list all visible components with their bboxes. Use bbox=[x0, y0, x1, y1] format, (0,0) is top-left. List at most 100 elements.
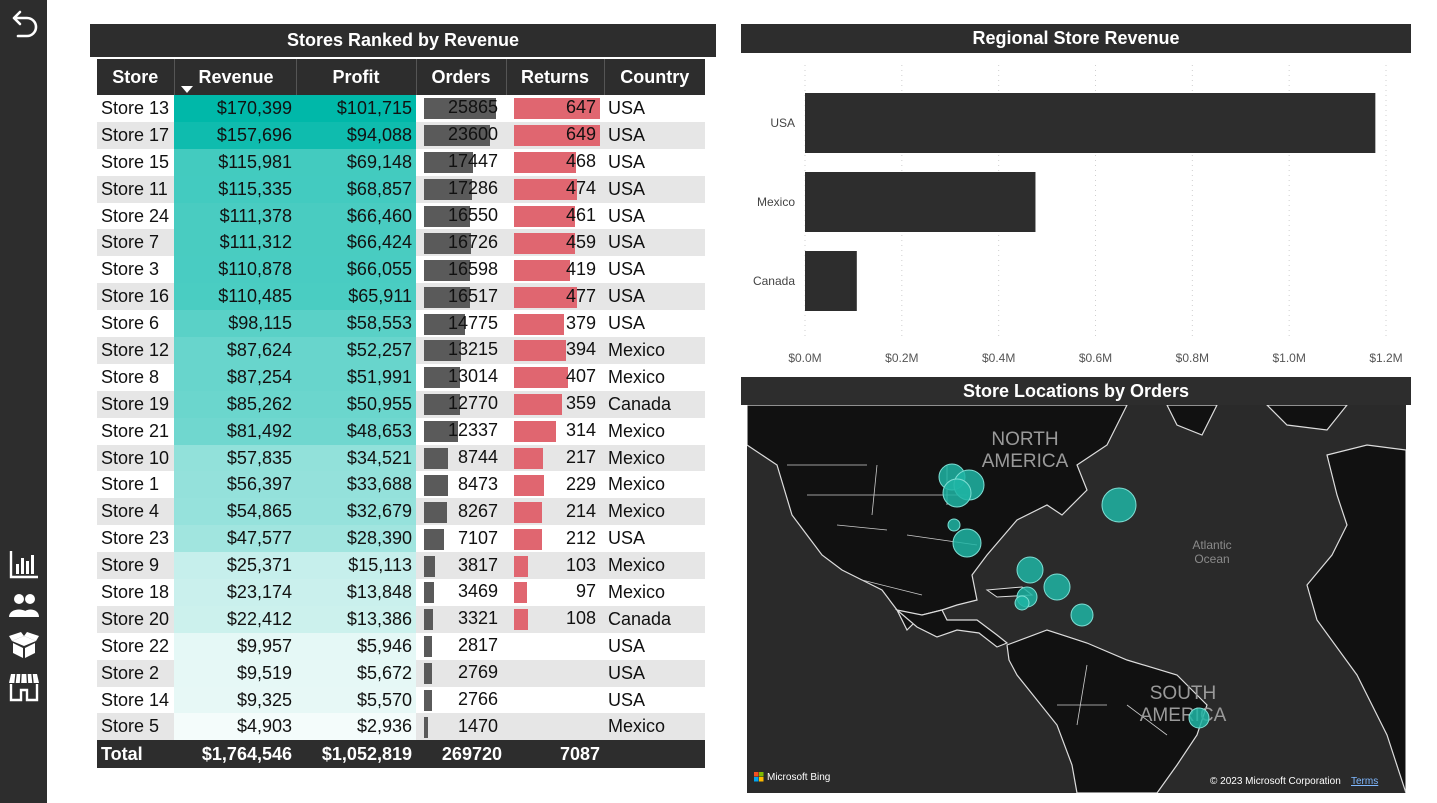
store-bubble[interactable] bbox=[1014, 595, 1030, 611]
box-icon[interactable] bbox=[6, 627, 42, 663]
table-row[interactable]: Store 16 $110,485 $65,911 16517 477 USA bbox=[97, 283, 705, 311]
total-profit: $1,052,819 bbox=[296, 740, 416, 769]
category-label: USA bbox=[770, 116, 795, 130]
table-row[interactable]: Store 19 $85,262 $50,955 12770 359 Canada bbox=[97, 390, 705, 418]
returns-cell: 217 bbox=[506, 444, 604, 472]
users-icon[interactable] bbox=[6, 587, 42, 623]
table-row[interactable]: Store 10 $57,835 $34,521 8744 217 Mexico bbox=[97, 444, 705, 472]
orders-value: 16550 bbox=[447, 205, 498, 225]
table-row[interactable]: Store 15 $115,981 $69,148 17447 468 USA bbox=[97, 148, 705, 176]
table-row[interactable]: Store 21 $81,492 $48,653 12337 314 Mexico bbox=[97, 417, 705, 445]
returns-value: 419 bbox=[565, 258, 596, 279]
returns-bar bbox=[514, 313, 565, 335]
table-row[interactable]: Store 13 $170,399 $101,715 25865 647 USA bbox=[97, 95, 705, 122]
returns-cell: 359 bbox=[506, 390, 604, 418]
returns-bar bbox=[514, 501, 543, 523]
store-bubble[interactable] bbox=[942, 478, 972, 508]
map-copyright: © 2023 Microsoft Corporation bbox=[1210, 776, 1341, 787]
revenue-cell: $81,492 bbox=[174, 417, 296, 445]
revenue-cell: $115,981 bbox=[174, 148, 296, 176]
orders-cell: 7107 bbox=[416, 525, 506, 553]
table-row[interactable]: Store 24 $111,378 $66,460 16550 461 USA bbox=[97, 202, 705, 230]
x-tick-label: $0.0M bbox=[788, 351, 821, 365]
country-cell: Canada bbox=[604, 390, 705, 418]
header-store[interactable]: Store bbox=[97, 59, 175, 95]
header-profit[interactable]: Profit bbox=[296, 59, 417, 95]
back-arrow-icon[interactable] bbox=[6, 6, 42, 42]
country-cell: USA bbox=[604, 175, 705, 203]
table-row[interactable]: Store 22 $9,957 $5,946 2817 USA bbox=[97, 632, 705, 660]
chart-title: Regional Store Revenue bbox=[741, 24, 1411, 53]
store-bubble[interactable] bbox=[1016, 556, 1044, 584]
store-bubble[interactable] bbox=[1188, 707, 1210, 729]
store-locations-map[interactable]: NORTH AMERICA SOUTH AMERICA Atlantic Oce… bbox=[747, 405, 1406, 793]
profit-cell: $68,857 bbox=[296, 175, 416, 203]
orders-value: 3321 bbox=[457, 608, 498, 629]
returns-cell: 477 bbox=[506, 283, 604, 311]
orders-cell: 16726 bbox=[416, 229, 506, 257]
orders-bar bbox=[424, 690, 432, 712]
table-row[interactable]: Store 7 $111,312 $66,424 16726 459 USA bbox=[97, 229, 705, 257]
bar-mexico[interactable] bbox=[805, 172, 1036, 232]
orders-cell: 13014 bbox=[416, 363, 506, 391]
store-bubble[interactable] bbox=[1070, 603, 1094, 627]
orders-value: 8744 bbox=[457, 447, 498, 468]
orders-bar bbox=[424, 609, 434, 631]
orders-bar bbox=[424, 313, 466, 335]
revenue-cell: $87,254 bbox=[174, 363, 296, 391]
store-cell: Store 19 bbox=[97, 390, 174, 418]
returns-value: 394 bbox=[565, 339, 596, 360]
table-row[interactable]: Store 3 $110,878 $66,055 16598 419 USA bbox=[97, 256, 705, 284]
orders-cell: 8473 bbox=[416, 471, 506, 499]
table-row[interactable]: Store 2 $9,519 $5,672 2769 USA bbox=[97, 659, 705, 687]
table-row[interactable]: Store 18 $23,174 $13,848 3469 97 Mexico bbox=[97, 579, 705, 606]
store-cell: Store 1 bbox=[97, 471, 174, 499]
store-bubble[interactable] bbox=[1101, 487, 1137, 523]
returns-cell bbox=[506, 632, 604, 660]
orders-value: 13215 bbox=[447, 339, 498, 360]
revenue-cell: $56,397 bbox=[174, 471, 296, 499]
table-row[interactable]: Store 9 $25,371 $15,113 3817 103 Mexico bbox=[97, 552, 705, 580]
table-row[interactable]: Store 14 $9,325 $5,570 2766 USA bbox=[97, 686, 705, 714]
orders-cell: 3321 bbox=[416, 605, 506, 633]
returns-cell: 379 bbox=[506, 310, 604, 338]
store-cell: Store 12 bbox=[97, 337, 174, 364]
bar-usa[interactable] bbox=[805, 93, 1376, 153]
store-cell: Store 4 bbox=[97, 498, 174, 526]
orders-cell: 25865 bbox=[416, 95, 506, 122]
country-cell: Mexico bbox=[604, 579, 705, 606]
profit-cell: $94,088 bbox=[296, 121, 416, 149]
header-country[interactable]: Country bbox=[604, 59, 705, 95]
table-row[interactable]: Store 6 $98,115 $58,553 14775 379 USA bbox=[97, 310, 705, 338]
header-returns[interactable]: Returns bbox=[506, 59, 605, 95]
store-cell: Store 21 bbox=[97, 417, 174, 445]
orders-bar bbox=[424, 421, 459, 443]
orders-cell: 17447 bbox=[416, 148, 506, 176]
store-bubble[interactable] bbox=[947, 518, 961, 532]
table-row[interactable]: Store 11 $115,335 $68,857 17286 474 USA bbox=[97, 175, 705, 203]
table-row[interactable]: Store 20 $22,412 $13,386 3321 108 Canada bbox=[97, 605, 705, 633]
revenue-cell: $85,262 bbox=[174, 390, 296, 418]
orders-bar bbox=[424, 474, 448, 496]
category-label: Mexico bbox=[757, 195, 795, 209]
header-orders[interactable]: Orders bbox=[416, 59, 507, 95]
atlantic-label-2: Ocean bbox=[1194, 552, 1229, 566]
x-tick-label: $0.8M bbox=[1176, 351, 1209, 365]
table-row[interactable]: Store 4 $54,865 $32,679 8267 214 Mexico bbox=[97, 498, 705, 526]
country-cell: Mexico bbox=[604, 498, 705, 526]
table-row[interactable]: Store 12 $87,624 $52,257 13215 394 Mexico bbox=[97, 337, 705, 364]
store-icon[interactable] bbox=[6, 668, 42, 704]
table-row[interactable]: Store 5 $4,903 $2,936 1470 Mexico bbox=[97, 713, 705, 741]
profit-cell: $15,113 bbox=[296, 552, 416, 580]
bar-canada[interactable] bbox=[805, 251, 857, 311]
table-row[interactable]: Store 23 $47,577 $28,390 7107 212 USA bbox=[97, 525, 705, 553]
map-terms-link[interactable]: Terms bbox=[1351, 776, 1378, 787]
returns-value: 359 bbox=[565, 393, 596, 414]
store-bubble[interactable] bbox=[1043, 573, 1071, 601]
table-row[interactable]: Store 1 $56,397 $33,688 8473 229 Mexico bbox=[97, 471, 705, 499]
header-revenue[interactable]: Revenue bbox=[174, 59, 297, 95]
store-bubble[interactable] bbox=[952, 528, 982, 558]
table-row[interactable]: Store 17 $157,696 $94,088 23600 649 USA bbox=[97, 121, 705, 149]
table-row[interactable]: Store 8 $87,254 $51,991 13014 407 Mexico bbox=[97, 363, 705, 391]
bar-chart-icon[interactable] bbox=[6, 546, 42, 582]
